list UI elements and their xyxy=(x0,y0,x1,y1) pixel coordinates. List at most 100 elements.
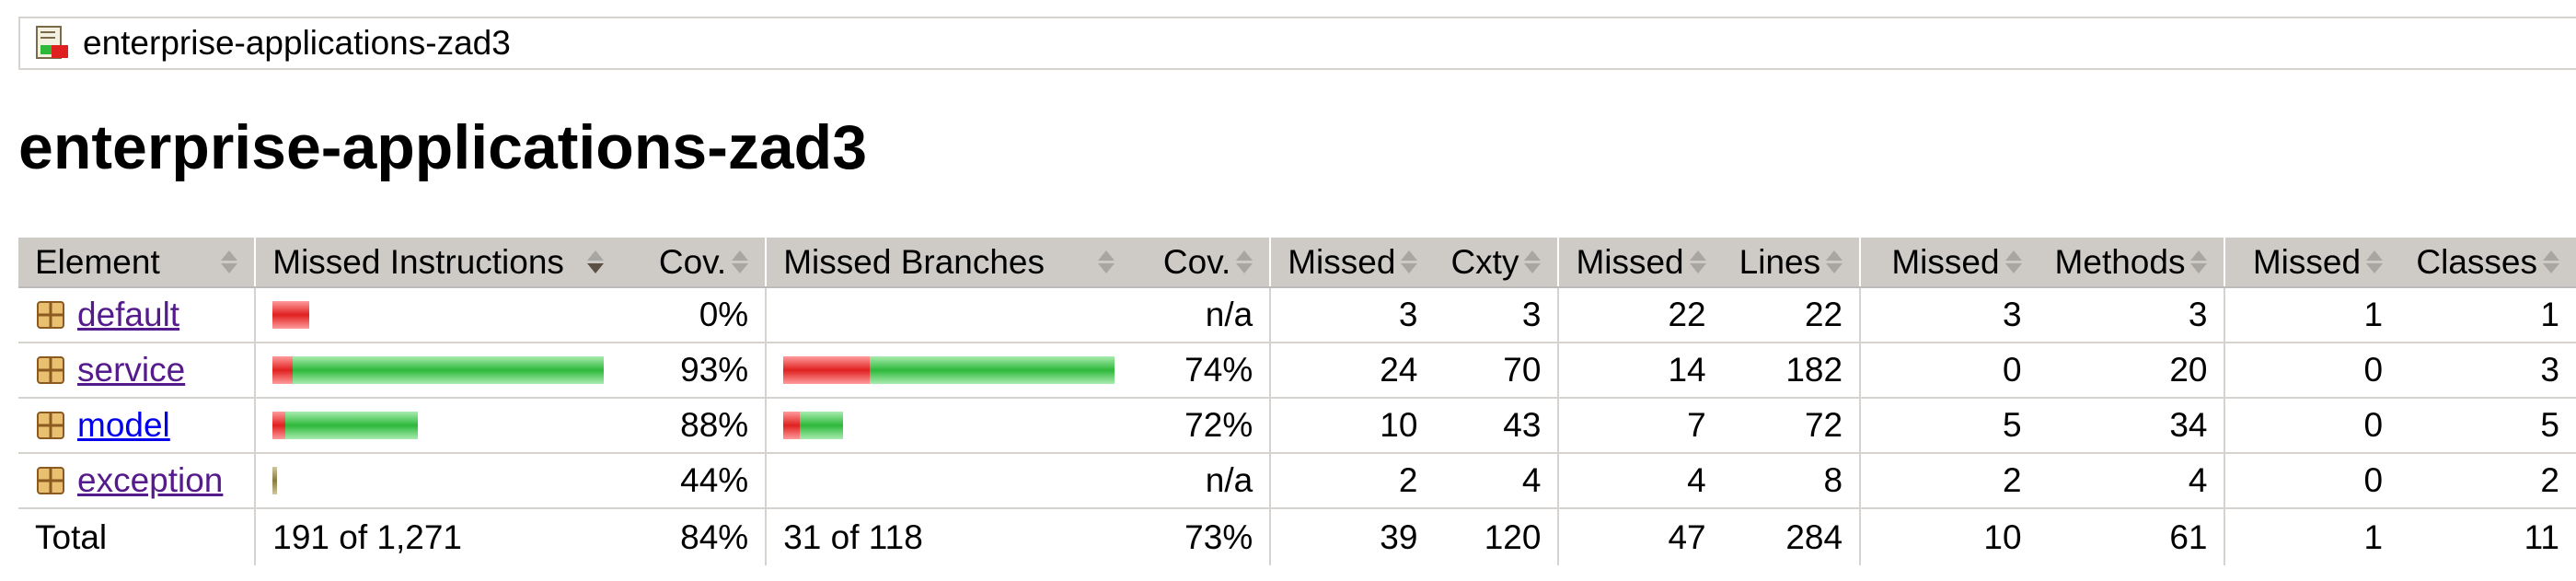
missed-lines-cell: 4 xyxy=(1557,453,1723,509)
methods-cell: 4 xyxy=(2038,453,2225,509)
instructions-bar xyxy=(272,301,604,329)
table-row: exception 44% n/a 2 4 4 8 2 4 0 2 xyxy=(18,453,2576,509)
package-icon xyxy=(37,412,64,439)
missed-classes-cell: 0 xyxy=(2224,343,2400,399)
sort-icon xyxy=(1401,249,1418,276)
header-cov-branches[interactable]: Cov. xyxy=(1131,238,1271,288)
cov-instructions-cell: 88% xyxy=(620,398,767,454)
header-cxty[interactable]: Cxty xyxy=(1434,238,1559,288)
covered-bar xyxy=(285,412,419,439)
cov-branches-cell: 74% xyxy=(1131,343,1271,399)
total-missed-lines: 47 xyxy=(1557,508,1723,565)
total-row: Total 191 of 1,271 84% 31 of 118 73% 39 … xyxy=(18,508,2576,565)
package-link[interactable]: exception xyxy=(77,461,224,499)
total-cov-branches: 73% xyxy=(1184,517,1253,556)
sort-icon xyxy=(1689,249,1706,276)
package-icon xyxy=(37,356,64,384)
header-classes[interactable]: Classes xyxy=(2399,238,2576,288)
missed-methods-cell: 3 xyxy=(1859,287,2039,343)
missed-bar xyxy=(272,412,286,439)
cxty-cell: 4 xyxy=(1434,453,1559,509)
sort-icon xyxy=(1098,249,1115,276)
missed-cxty-cell: 3 xyxy=(1269,287,1435,343)
element-cell: service xyxy=(18,343,256,399)
covered-bar xyxy=(293,356,605,384)
missed-bar xyxy=(272,301,310,329)
total-label: Total xyxy=(35,517,108,556)
missed-bar xyxy=(783,412,801,439)
header-missed-instructions[interactable]: Missed Instructions xyxy=(254,238,621,288)
breadcrumb-label: enterprise-applications-zad3 xyxy=(83,24,511,62)
cov-branches-cell: 72% xyxy=(1131,398,1271,454)
instructions-bar xyxy=(272,356,605,384)
branches-bar xyxy=(783,412,1115,439)
header-lines[interactable]: Lines xyxy=(1722,238,1861,288)
instructions-bar xyxy=(272,412,604,439)
missed-branches-cell xyxy=(765,398,1132,454)
package-icon xyxy=(37,301,64,329)
missed-methods-cell: 0 xyxy=(1859,343,2039,399)
total-lines: 284 xyxy=(1785,517,1843,556)
missed-methods-cell: 5 xyxy=(1859,398,2039,454)
missed-classes-cell: 1 xyxy=(2224,287,2400,343)
total-missed-methods: 10 xyxy=(1859,508,2039,565)
cov-instructions-cell: 0% xyxy=(620,287,767,343)
missed-bar xyxy=(272,356,294,384)
missed-branches-cell xyxy=(765,453,1132,509)
sort-icon xyxy=(2543,249,2559,276)
missed-branches-cell xyxy=(765,343,1132,399)
total-missed-classes: 1 xyxy=(2224,508,2400,565)
element-cell: default xyxy=(18,287,256,343)
lines-cell: 22 xyxy=(1722,287,1861,343)
header-row: Element Missed Instructions Cov. Missed … xyxy=(18,238,2576,288)
page-title: enterprise-applications-zad3 xyxy=(18,112,868,182)
total-cxty: 120 xyxy=(1484,517,1542,556)
breadcrumb: enterprise-applications-zad3 xyxy=(18,17,2576,70)
header-cov-instructions[interactable]: Cov. xyxy=(620,238,767,288)
cxty-cell: 43 xyxy=(1434,398,1559,454)
total-missed-instructions: 191 of 1,271 xyxy=(254,508,621,565)
missed-instructions-cell xyxy=(254,343,621,399)
lines-cell: 182 xyxy=(1722,343,1861,399)
missed-branches-cell xyxy=(765,287,1132,343)
instructions-bar xyxy=(272,467,604,494)
coverage-table: Element Missed Instructions Cov. Missed … xyxy=(18,238,2576,565)
branches-bar xyxy=(783,356,1115,384)
missed-instructions-cell xyxy=(254,453,621,509)
total-missed-branches: 31 of 118 xyxy=(765,508,1132,565)
missed-instructions-cell xyxy=(254,398,621,454)
header-methods[interactable]: Methods xyxy=(2038,238,2225,288)
missed-lines-cell: 14 xyxy=(1557,343,1723,399)
header-element[interactable]: Element xyxy=(18,238,256,288)
sort-icon xyxy=(732,249,749,276)
header-missed-lines[interactable]: Missed xyxy=(1557,238,1723,288)
header-missed-cxty[interactable]: Missed xyxy=(1269,238,1435,288)
methods-cell: 20 xyxy=(2038,343,2225,399)
missed-bar xyxy=(783,356,871,384)
sort-icon xyxy=(1236,249,1253,276)
package-link[interactable]: service xyxy=(77,351,186,389)
header-missed-methods[interactable]: Missed xyxy=(1859,238,2039,288)
package-link[interactable]: model xyxy=(77,406,170,444)
cov-instructions-cell: 44% xyxy=(620,453,767,509)
header-missed-classes[interactable]: Missed xyxy=(2224,238,2400,288)
covered-bar xyxy=(800,412,844,439)
classes-cell: 1 xyxy=(2399,287,2576,343)
cov-branches-cell: n/a xyxy=(1131,453,1271,509)
cxty-cell: 3 xyxy=(1434,287,1559,343)
sort-icon xyxy=(2004,249,2022,276)
missed-classes-cell: 0 xyxy=(2224,398,2400,454)
total-cov-instructions: 84% xyxy=(680,517,749,556)
element-cell: exception xyxy=(18,453,256,509)
classes-cell: 2 xyxy=(2399,453,2576,509)
sort-icon xyxy=(1826,249,1843,276)
header-missed-branches[interactable]: Missed Branches xyxy=(765,238,1132,288)
total-methods: 61 xyxy=(2169,517,2208,556)
sort-icon xyxy=(221,249,238,276)
sort-icon xyxy=(1524,249,1542,276)
lines-cell: 72 xyxy=(1722,398,1861,454)
cov-branches-cell: n/a xyxy=(1131,287,1271,343)
cov-instructions-cell: 93% xyxy=(620,343,767,399)
package-link[interactable]: default xyxy=(77,296,180,333)
table-row: model 88% 72% 10 43 7 72 5 34 0 5 xyxy=(18,398,2576,454)
